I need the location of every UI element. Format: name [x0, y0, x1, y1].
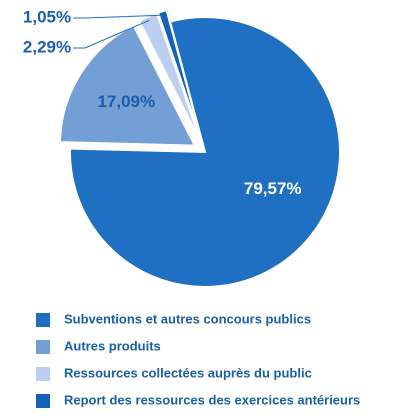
legend-swatch: [36, 313, 50, 327]
leader-line: [73, 19, 150, 49]
value-label: 2,29%: [23, 37, 71, 56]
legend-label: Autres produits: [64, 338, 161, 353]
legend-swatch: [36, 367, 50, 381]
legend-label: Subventions et autres concours publics: [64, 311, 311, 326]
pie-slice: [69, 16, 341, 288]
pie-slice: [156, 8, 203, 141]
legend-swatch: [36, 340, 50, 354]
value-label: 17,09%: [97, 92, 155, 111]
value-label: 79,57%: [244, 179, 302, 198]
legend-label: Report des ressources des exercices anté…: [64, 392, 360, 407]
legend-swatch: [36, 394, 50, 408]
legend-label: Ressources collectées auprès du public: [64, 365, 312, 380]
value-label: 1,05%: [23, 7, 71, 26]
leader-line: [73, 14, 164, 19]
pie-slice: [137, 11, 202, 142]
